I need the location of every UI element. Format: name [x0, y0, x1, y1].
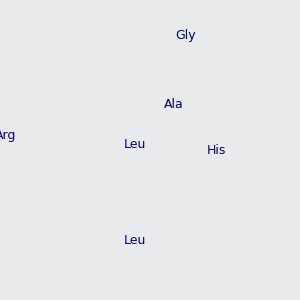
Text: Ala: Ala	[164, 98, 184, 112]
Text: His: His	[206, 143, 226, 157]
Text: Gly: Gly	[176, 29, 196, 43]
Text: Leu: Leu	[124, 137, 146, 151]
Text: Arg: Arg	[0, 128, 17, 142]
Text: Leu: Leu	[124, 233, 146, 247]
